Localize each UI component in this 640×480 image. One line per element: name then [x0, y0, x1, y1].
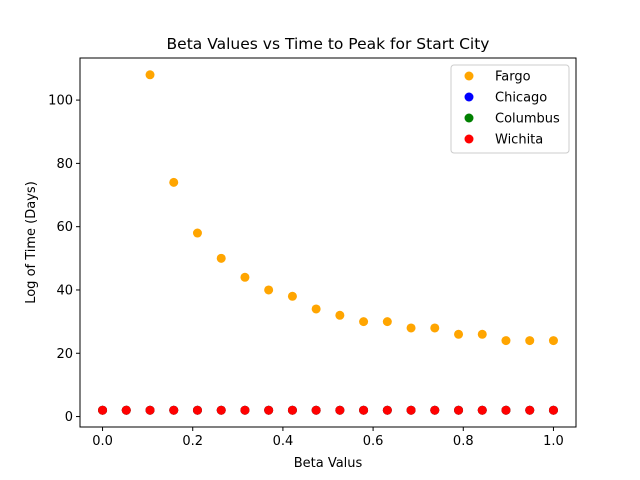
- data-point-fargo: [454, 329, 464, 339]
- data-point-fargo: [406, 323, 416, 333]
- x-tick-label: 0.4: [273, 434, 294, 449]
- data-point-fargo: [359, 317, 369, 327]
- legend-marker-fargo: [464, 71, 474, 81]
- data-point-fargo: [430, 323, 440, 333]
- legend-label-wichita: Wichita: [495, 133, 543, 148]
- data-point-fargo: [192, 228, 202, 238]
- data-point-wichita: [264, 405, 274, 415]
- y-tick-label: 60: [56, 220, 73, 235]
- data-point-wichita: [287, 405, 297, 415]
- y-axis-title: Log of Time (Days): [24, 181, 39, 304]
- data-point-wichita: [240, 405, 250, 415]
- data-point-wichita: [311, 405, 321, 415]
- x-tick-label: 1.0: [543, 434, 564, 449]
- data-point-wichita: [359, 405, 369, 415]
- data-point-wichita: [454, 405, 464, 415]
- data-point-wichita: [548, 405, 558, 415]
- x-tick-label: 0.6: [363, 434, 384, 449]
- chart-title: Beta Values vs Time to Peak for Start Ci…: [167, 35, 490, 53]
- data-point-wichita: [335, 405, 345, 415]
- x-axis: 0.0 0.2 0.4 0.6 0.8 1.0: [92, 427, 564, 449]
- data-point-wichita: [169, 405, 179, 415]
- data-point-fargo: [311, 304, 321, 314]
- data-point-wichita: [406, 405, 416, 415]
- data-point-fargo: [287, 291, 297, 301]
- data-point-fargo: [264, 285, 274, 295]
- legend-label-fargo: Fargo: [495, 70, 531, 85]
- y-tick-label: 100: [48, 94, 73, 109]
- y-axis: 0 20 40 60 80 100: [48, 94, 80, 425]
- data-point-fargo: [525, 336, 535, 346]
- x-tick-label: 0.0: [92, 434, 113, 449]
- y-tick-label: 0: [65, 410, 73, 425]
- x-tick-label: 0.8: [453, 434, 474, 449]
- data-point-wichita: [501, 405, 511, 415]
- data-point-wichita: [192, 405, 202, 415]
- legend-label-chicago: Chicago: [495, 91, 547, 106]
- data-point-fargo: [477, 329, 487, 339]
- plot-frame: [79, 57, 577, 428]
- data-point-wichita: [145, 405, 155, 415]
- data-point-fargo: [216, 253, 226, 263]
- data-point-wichita: [430, 405, 440, 415]
- data-point-fargo: [169, 177, 179, 187]
- legend-label-columbus: Columbus: [495, 112, 560, 127]
- data-point-fargo: [240, 272, 250, 282]
- data-point-fargo: [501, 336, 511, 346]
- x-axis-title: Beta Valus: [294, 456, 363, 471]
- data-point-fargo: [335, 310, 345, 320]
- legend-marker-chicago: [464, 92, 474, 102]
- data-point-fargo: [145, 70, 155, 80]
- data-point-wichita: [121, 405, 131, 415]
- legend-frame: [450, 64, 570, 154]
- x-tick-label: 0.2: [182, 434, 203, 449]
- data-point-fargo: [548, 336, 558, 346]
- y-tick-label: 20: [56, 347, 73, 362]
- legend: Fargo Chicago Columbus Wichita: [450, 64, 570, 154]
- data-point-wichita: [98, 405, 108, 415]
- plot-area: [98, 70, 558, 415]
- legend-marker-columbus: [464, 113, 474, 123]
- data-point-wichita: [525, 405, 535, 415]
- data-point-wichita: [382, 405, 392, 415]
- legend-marker-wichita: [464, 134, 474, 144]
- y-tick-label: 80: [56, 157, 73, 172]
- y-tick-label: 40: [56, 283, 73, 298]
- data-point-wichita: [477, 405, 487, 415]
- data-point-fargo: [382, 317, 392, 327]
- data-point-wichita: [216, 405, 226, 415]
